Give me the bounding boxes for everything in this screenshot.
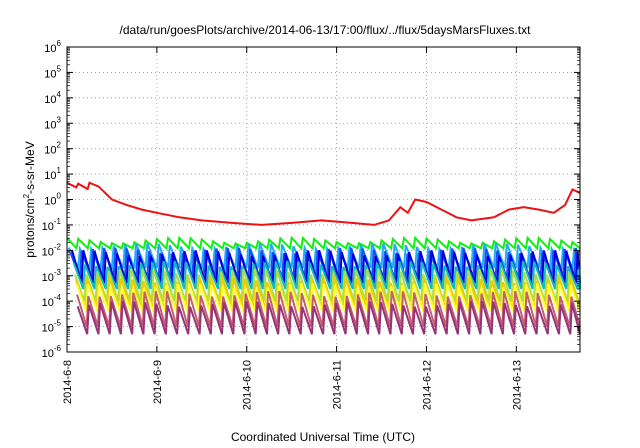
x-tick-label: 2014-6-10: [242, 360, 254, 410]
x-tick-label: 2014-6-12: [421, 360, 433, 410]
x-tick-label: 2014-6-13: [511, 360, 523, 410]
y-tick-label: 104: [44, 90, 61, 106]
y-tick-label: 106: [44, 39, 61, 55]
y-tick-label: 100: [44, 192, 61, 208]
series-line: [66, 235, 581, 251]
y-axis: 10-6 10-5 10-4 10-3 10-2 10-1 100 101 102 103 104 1…: [42, 39, 580, 360]
series-line: [72, 260, 581, 290]
y-tick-label: 10-6: [42, 344, 62, 360]
y-axis-label: protons/cm2-s-sr-MeV: [22, 141, 37, 257]
series-line: [69, 247, 581, 279]
y-tick-label: 10-2: [42, 242, 62, 258]
series-line: [71, 250, 581, 284]
series-line: [76, 290, 581, 327]
y-tick-label: 10-1: [42, 217, 62, 233]
series-line: [67, 243, 581, 273]
x-axis-label: Coordinated Universal Time (UTC): [231, 430, 415, 444]
y-tick-label: 105: [44, 64, 61, 80]
series-line: [76, 300, 581, 335]
series-group: [66, 181, 581, 335]
y-tick-label: 10-5: [42, 319, 62, 335]
y-tick-label: 102: [44, 141, 61, 157]
y-tick-label: 10-4: [42, 293, 62, 309]
x-tick-label: 2014-6-9: [152, 360, 164, 404]
series-line: [66, 181, 581, 226]
x-tick-label: 2014-6-11: [332, 360, 344, 409]
y-tick-label: 101: [44, 166, 61, 182]
y-tick-label: 103: [44, 115, 61, 131]
x-axis: 2014-6-8 2014-6-9 2014-6-10 2014-6-11 2014-6…: [62, 47, 523, 410]
chart-title: /data/run/goesPlots/archive/2014-06-13/1…: [120, 23, 532, 37]
y-tick-label: 10-3: [42, 268, 62, 284]
x-tick-label: 2014-6-8: [62, 360, 74, 404]
